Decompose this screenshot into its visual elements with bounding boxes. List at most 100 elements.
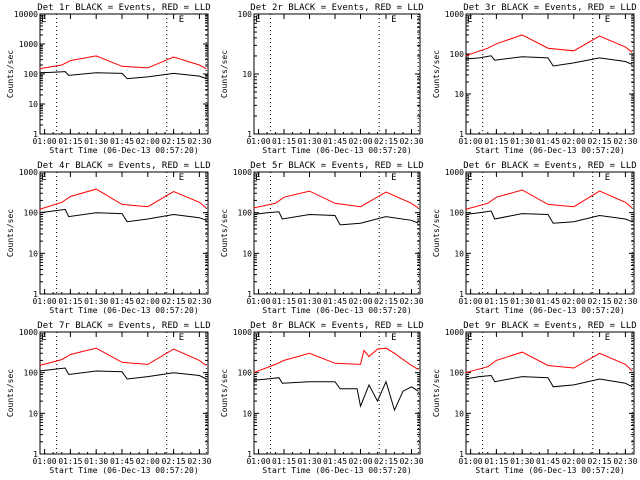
x-tick-label: 02:00: [348, 457, 372, 466]
x-axis-label: Start Time (06-Dec-13 00:57:20): [49, 466, 198, 475]
y-tick-label: 1000: [445, 168, 464, 177]
chart-panel: Det 3r BLACK = Events, RED = LLD E E 1 10 100…: [432, 3, 638, 155]
y-tick-label: 1: [459, 450, 464, 459]
y-tick-label: 1: [33, 290, 38, 299]
y-tick-label: 1000: [19, 40, 38, 49]
y-axis-label: Counts/sec: [220, 50, 229, 98]
x-tick-label: 01:45: [536, 137, 560, 146]
plot-frame: [465, 13, 635, 135]
chart-panel: Det 8r BLACK = Events, RED = LLD E E 1 10 100…: [220, 321, 424, 475]
x-tick-label: 02:00: [136, 457, 160, 466]
y-tick-label: 100: [238, 209, 253, 218]
x-tick-label: 01:00: [33, 297, 57, 306]
x-tick-label: 02:15: [162, 297, 186, 306]
e-marker-label: E: [605, 173, 610, 183]
x-tick-label: 01:15: [272, 457, 296, 466]
x-axis-label: Start Time (06-Dec-13 00:57:20): [262, 466, 411, 475]
y-tick-label: 10: [242, 249, 252, 258]
x-axis-label: Start Time (06-Dec-13 00:57:20): [49, 146, 198, 155]
chart-title: Det 5r BLACK = Events, RED = LLD: [250, 161, 423, 171]
y-axis-label: Counts/sec: [220, 369, 229, 417]
x-tick-label: 01:30: [297, 137, 321, 146]
x-tick-label: 02:30: [187, 457, 211, 466]
x-tick-label: 02:15: [374, 457, 398, 466]
events-series-line: [465, 210, 633, 224]
lld-series-line: [253, 347, 419, 374]
chart-title: Det 9r BLACK = Events, RED = LLD: [463, 321, 636, 331]
x-tick-label: 01:15: [58, 297, 82, 306]
x-tick-label: 02:00: [348, 297, 372, 306]
y-tick-label: 100: [238, 10, 253, 19]
x-tick-label: 02:15: [588, 137, 612, 146]
x-tick-label: 02:30: [613, 457, 637, 466]
x-tick-label: 02:15: [588, 297, 612, 306]
chart-title: Det 2r BLACK = Events, RED = LLD: [250, 3, 423, 13]
y-tick-label: 1000: [445, 328, 464, 337]
x-tick-label: 01:30: [84, 457, 108, 466]
x-axis-label: Start Time (06-Dec-13 00:57:20): [262, 306, 411, 315]
y-axis-label: Counts/sec: [6, 50, 15, 98]
y-tick-label: 10: [242, 409, 252, 418]
x-tick-label: 02:15: [374, 297, 398, 306]
y-tick-label: 100: [450, 209, 465, 218]
x-tick-label: 01:45: [323, 137, 347, 146]
chart-title: Det 8r BLACK = Events, RED = LLD: [250, 321, 423, 331]
x-tick-label: 02:00: [136, 137, 160, 146]
y-axis-label: Counts/sec: [6, 209, 15, 257]
lld-series-line: [39, 188, 207, 210]
x-tick-label: 02:30: [399, 297, 423, 306]
x-axis-label: Start Time (06-Dec-13 00:57:20): [262, 146, 411, 155]
x-tick-label: 01:45: [536, 457, 560, 466]
chart-panel: Det 4r BLACK = Events, RED = LLD E E 1 10 100…: [6, 161, 212, 315]
y-tick-label: 100: [24, 369, 39, 378]
x-axis-label: Start Time (06-Dec-13 00:57:20): [475, 466, 624, 475]
x-tick-label: 01:15: [58, 457, 82, 466]
chart-title: Det 6r BLACK = Events, RED = LLD: [463, 161, 636, 171]
events-series-line: [39, 71, 207, 80]
x-tick-label: 01:00: [33, 457, 57, 466]
lld-series-line: [39, 55, 207, 70]
plot-frame: [253, 331, 421, 455]
e-marker-label: E: [255, 15, 260, 25]
x-tick-label: 02:15: [588, 457, 612, 466]
y-axis-label: Counts/sec: [432, 50, 441, 98]
x-tick-label: 01:45: [110, 137, 134, 146]
x-tick-label: 01:00: [459, 137, 483, 146]
chart-title: Det 1r BLACK = Events, RED = LLD: [37, 3, 210, 13]
y-tick-label: 1: [247, 450, 252, 459]
x-tick-label: 02:00: [348, 137, 372, 146]
y-tick-label: 1000: [233, 168, 252, 177]
x-tick-label: 01:00: [459, 297, 483, 306]
events-series-line: [465, 374, 633, 388]
x-tick-label: 02:30: [613, 137, 637, 146]
y-tick-label: 1: [247, 130, 252, 139]
x-tick-label: 02:00: [562, 297, 586, 306]
y-tick-label: 1: [33, 450, 38, 459]
e-marker-label: E: [255, 333, 260, 343]
plot-frame: [253, 13, 421, 135]
plot-frame: [465, 331, 635, 455]
chart-panel: Det 6r BLACK = Events, RED = LLD E E 1 10 100…: [432, 161, 638, 315]
x-tick-label: 02:15: [162, 457, 186, 466]
e-marker-label: E: [467, 173, 472, 183]
lld-series-line: [39, 347, 207, 366]
e-marker-label: E: [467, 333, 472, 343]
e-marker-label: E: [605, 333, 610, 343]
chart-title: Det 3r BLACK = Events, RED = LLD: [463, 3, 636, 13]
x-tick-label: 01:30: [297, 297, 321, 306]
e-marker-label: E: [41, 15, 46, 25]
x-tick-label: 01:00: [246, 137, 270, 146]
x-tick-label: 01:15: [484, 137, 508, 146]
y-tick-label: 10000: [14, 10, 38, 19]
x-tick-label: 02:15: [374, 137, 398, 146]
x-tick-label: 01:30: [297, 457, 321, 466]
e-marker-label: E: [179, 173, 184, 183]
y-tick-label: 10: [28, 409, 38, 418]
lld-series-line: [465, 189, 633, 210]
events-series-line: [253, 377, 419, 412]
y-tick-label: 1: [459, 130, 464, 139]
y-tick-label: 1: [33, 130, 38, 139]
x-tick-label: 02:30: [399, 137, 423, 146]
x-tick-label: 01:45: [323, 297, 347, 306]
x-axis-label: Start Time (06-Dec-13 00:57:20): [475, 306, 624, 315]
